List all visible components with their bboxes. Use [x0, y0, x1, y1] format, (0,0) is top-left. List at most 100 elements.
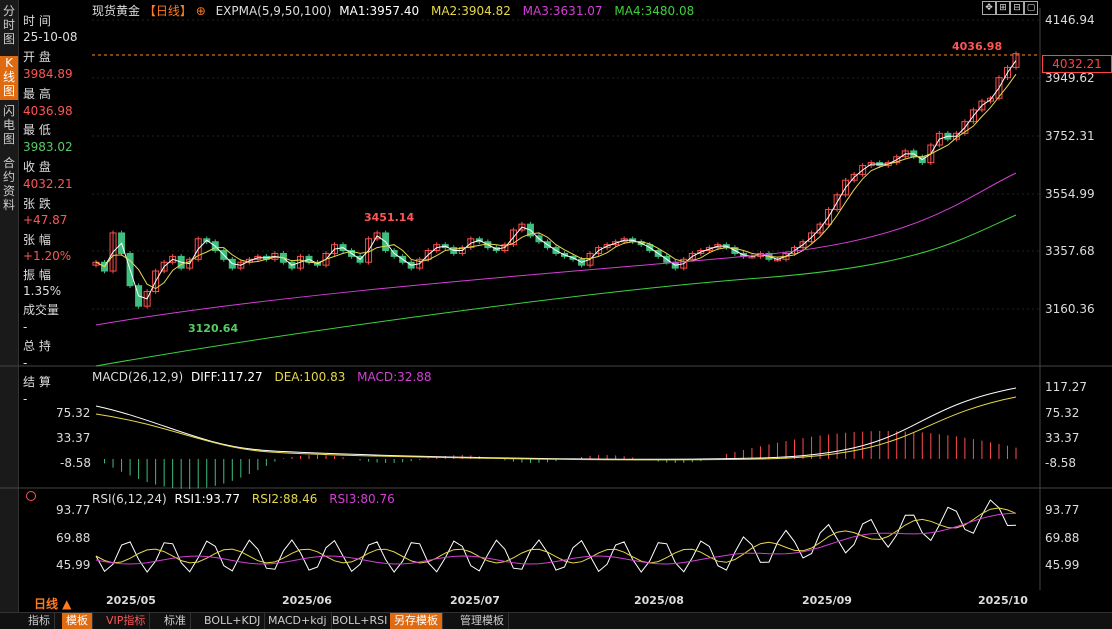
- candle-body: [978, 100, 986, 111]
- candle-body: [586, 252, 594, 266]
- x-axis-tick: 2025/08: [634, 594, 684, 607]
- close-value: 4032.21: [23, 177, 73, 191]
- zoom-out-icon[interactable]: ⊟: [1010, 1, 1024, 15]
- candle-body: [509, 229, 517, 246]
- close-label: 收 盘: [23, 160, 51, 174]
- candle-body: [109, 232, 117, 272]
- low-label: 最 低: [23, 123, 51, 137]
- candle-body: [612, 241, 620, 246]
- candle-body: [986, 97, 994, 102]
- peak-annotation: 3451.14: [364, 211, 415, 224]
- open-interest-value: -: [23, 356, 28, 370]
- crosshair-icon[interactable]: ✥: [982, 1, 996, 15]
- x-axis-tick: 2025/06: [282, 594, 332, 607]
- candle-body: [688, 252, 696, 260]
- macd-dea: DEA:100.83: [274, 370, 346, 384]
- rsi-settings-icon[interactable]: [26, 491, 36, 501]
- candle-body: [935, 132, 943, 146]
- add-indicator-icon[interactable]: ⊕: [195, 4, 206, 18]
- x-axis-tick: 2025/09: [802, 594, 852, 607]
- time-value: 25-10-08: [23, 30, 78, 44]
- tab-timeshare[interactable]: 分时图: [2, 4, 15, 46]
- instrument-name[interactable]: 现货黄金: [92, 4, 141, 18]
- candle-body: [893, 156, 901, 164]
- settle-value: -: [23, 392, 28, 406]
- candle-body: [416, 258, 424, 269]
- period-selector[interactable]: 日线 ▲: [34, 597, 72, 611]
- candle-body: [186, 258, 194, 269]
- tab-manage-template[interactable]: 管理模板: [456, 613, 509, 629]
- macd-axis-tick-left: 33.37: [56, 431, 91, 445]
- candle-body: [697, 250, 705, 254]
- period-label[interactable]: 【日线】: [143, 4, 192, 18]
- candle-body: [825, 209, 833, 225]
- macd-header: MACD(26,12,9) DIFF:117.27 DEA:100.83 MAC…: [92, 370, 432, 384]
- candle-body: [373, 232, 381, 240]
- chart-title-bar: 现货黄金 【日线】 ⊕ EXPMA(5,9,50,100) MA1:3957.4…: [92, 2, 694, 18]
- settle-label: 结 算: [23, 375, 51, 389]
- tab-macd-kdj[interactable]: MACD+kdj: [264, 613, 332, 629]
- rsi1-value: RSI1:93.77: [174, 492, 241, 506]
- zoom-in-icon[interactable]: ⊞: [996, 1, 1010, 15]
- candle-body: [194, 238, 202, 260]
- macd-dea-line: [95, 396, 1017, 461]
- tab-flash-chart[interactable]: 闪电图: [2, 104, 15, 146]
- rsi-header: RSI(6,12,24) RSI1:93.77 RSI2:88.46 RSI3:…: [92, 492, 395, 506]
- macd-axis-tick: 33.37: [1045, 431, 1080, 445]
- x-axis-tick: 2025/07: [450, 594, 500, 607]
- rsi-title[interactable]: RSI(6,12,24): [92, 492, 167, 506]
- ma4-value: MA4:3480.08: [614, 4, 695, 18]
- volume-value: -: [23, 320, 28, 334]
- rsi-axis-tick-left: 93.77: [56, 503, 91, 517]
- amplitude-label: 振 幅: [23, 268, 51, 282]
- candle-body: [501, 244, 509, 252]
- candle-body: [603, 244, 611, 249]
- tab-boll-rsi[interactable]: BOLL+RSI: [328, 613, 393, 629]
- tab-template[interactable]: 模板: [62, 613, 93, 629]
- open-interest-label: 总 持: [23, 339, 51, 353]
- ma4-line: [95, 214, 1017, 367]
- tab-contract-info[interactable]: 合约资料: [2, 156, 15, 212]
- expma-label[interactable]: EXPMA(5,9,50,100): [215, 4, 332, 18]
- quote-info-panel: 时 间 25-10-08 开 盘 3984.89 最 高 4036.98 最 低…: [19, 8, 89, 408]
- candle-body: [322, 252, 330, 266]
- amplitude-value: 1.35%: [23, 284, 62, 298]
- candle-body: [433, 244, 441, 252]
- tab-vip-indicator[interactable]: VIP指标: [102, 613, 151, 629]
- time-label: 时 间: [23, 14, 51, 28]
- candle-body: [859, 165, 867, 175]
- ma3-value: MA3:3631.07: [522, 4, 603, 18]
- rsi-axis-tick: 45.99: [1045, 558, 1080, 572]
- macd-axis-tick: 75.32: [1045, 406, 1080, 420]
- candle-body: [467, 238, 475, 249]
- high-label: 最 高: [23, 87, 51, 101]
- fullscreen-icon[interactable]: ▢: [1024, 1, 1038, 15]
- price-axis-tick: 3160.36: [1045, 302, 1095, 316]
- macd-axis-tick: -8.58: [1045, 456, 1077, 470]
- candle-body: [816, 223, 824, 234]
- macd-title[interactable]: MACD(26,12,9): [92, 370, 184, 384]
- low-annotation: 3120.64: [188, 322, 239, 335]
- candle-body: [424, 250, 432, 260]
- tab-boll-kdj[interactable]: BOLL+KDJ: [200, 613, 266, 629]
- ma2-line: [95, 73, 1017, 290]
- rsi-axis-tick-left: 69.88: [56, 531, 91, 545]
- bottom-template-bar: 指标 模板 VIP指标 标准 BOLL+KDJ MACD+kdj BOLL+RS…: [0, 612, 1112, 629]
- candle-body: [296, 255, 304, 269]
- tab-kline[interactable]: K线图: [0, 56, 18, 100]
- price-axis-tick: 3554.99: [1045, 187, 1095, 201]
- rsi-axis-tick-left: 45.99: [56, 558, 91, 572]
- candle-body: [680, 258, 688, 269]
- rsi-axis-tick: 69.88: [1045, 531, 1080, 545]
- pct-change-label: 张 幅: [23, 233, 51, 247]
- candle-body: [808, 232, 816, 243]
- tab-standard[interactable]: 标准: [160, 613, 191, 629]
- open-label: 开 盘: [23, 50, 51, 64]
- candle-body: [927, 144, 935, 164]
- candle-body: [961, 121, 969, 134]
- candle-body: [842, 179, 850, 196]
- tab-save-template[interactable]: 另存模板: [390, 613, 443, 629]
- candle-body: [799, 241, 807, 249]
- tab-indicator[interactable]: 指标: [24, 613, 55, 629]
